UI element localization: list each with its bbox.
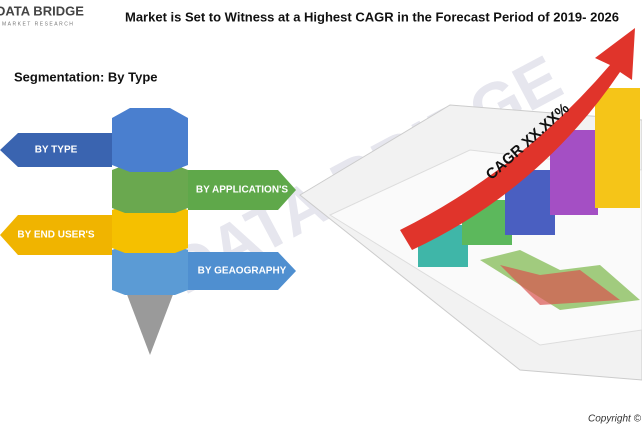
segment-arrow xyxy=(188,252,296,290)
logo-name: DATA BRIDGE xyxy=(0,3,84,18)
area xyxy=(500,265,620,305)
logo-tagline: MARKET RESEARCH xyxy=(2,21,74,27)
copyright: Copyright © xyxy=(588,414,642,425)
hex-block xyxy=(112,245,188,295)
segment-label: BY GEAOGRAPHY xyxy=(198,266,287,277)
subtitle: Segmentation: By Type xyxy=(14,69,158,84)
title: Market is Set to Witness at a Highest CA… xyxy=(125,9,619,24)
segment-arrow xyxy=(0,215,112,255)
growth-arrow xyxy=(400,28,635,250)
hex-block xyxy=(112,108,188,172)
segment-arrow xyxy=(0,133,112,167)
hex-block xyxy=(112,205,188,253)
segment-label: BY TYPE xyxy=(35,145,78,156)
bar xyxy=(595,88,640,208)
chart-illustration: CAGR XX.XX% xyxy=(299,28,642,381)
segment-label: BY APPLICATION'S xyxy=(196,185,289,196)
segment-label: BY END USER'S xyxy=(17,230,95,241)
pencil xyxy=(112,108,188,355)
segment-arrow xyxy=(188,170,296,210)
hex-block xyxy=(112,165,188,213)
